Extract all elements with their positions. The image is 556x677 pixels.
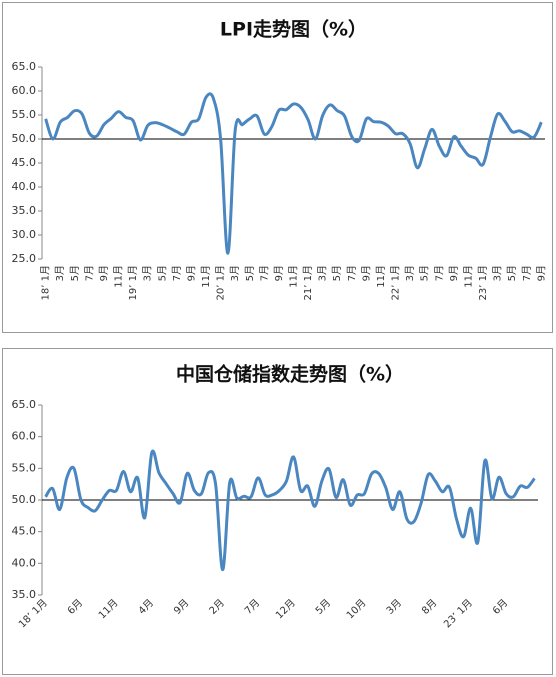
x-tick-label: 20’ 1月	[215, 265, 227, 300]
chart-title: 中国仓储指数走势图（%）	[176, 363, 404, 386]
x-tick-label: 11月	[375, 265, 387, 288]
x-tick-label: 22’ 1月	[390, 265, 402, 300]
y-tick-label: 55.0	[12, 108, 37, 121]
y-tick-label: 55.0	[12, 461, 37, 474]
x-tick-label: 7月	[346, 265, 358, 281]
x-tick-label: 5月	[156, 265, 168, 281]
x-tick-label: 5月	[419, 265, 431, 281]
x-tick-label: 11月	[288, 265, 300, 288]
x-tick-label: 11月	[200, 265, 212, 288]
x-tick-label: 3月	[142, 265, 154, 281]
x-tick-label: 7月	[83, 265, 95, 281]
x-tick-label: 9月	[535, 265, 547, 281]
x-tick-label: 3月	[317, 265, 329, 281]
y-tick-label: 40.0	[12, 556, 37, 569]
x-tick-label: 9月	[185, 265, 197, 281]
x-tick-label: 7月	[171, 265, 183, 281]
panel	[2, 2, 553, 333]
x-tick-label: 7月	[258, 265, 270, 281]
chart-title: LPI走势图（%）	[220, 18, 367, 41]
x-tick-label: 9月	[448, 265, 460, 281]
y-tick-label: 45.0	[12, 156, 37, 169]
y-tick-label: 60.0	[12, 430, 37, 443]
y-tick-label: 50.0	[12, 493, 37, 506]
x-tick-label: 5月	[331, 265, 343, 281]
x-tick-label: 18’ 1月	[40, 265, 52, 300]
y-tick-label: 35.0	[12, 204, 37, 217]
y-tick-label: 25.0	[12, 252, 37, 265]
x-tick-label: 5月	[244, 265, 256, 281]
x-tick-label: 9月	[360, 265, 372, 281]
x-tick-label: 19’ 1月	[127, 265, 139, 300]
x-tick-label: 21’ 1月	[302, 265, 314, 300]
data-line	[44, 92, 543, 255]
y-tick-label: 65.0	[12, 60, 37, 73]
x-tick-label: 11月	[113, 265, 125, 288]
y-tick-label: 45.0	[12, 525, 37, 538]
y-tick-label: 50.0	[12, 132, 37, 145]
y-tick-label: 30.0	[12, 228, 37, 241]
x-tick-label: 3月	[229, 265, 241, 281]
y-tick-label: 35.0	[12, 588, 37, 601]
x-tick-label: 9月	[98, 265, 110, 281]
x-tick-label: 7月	[521, 265, 533, 281]
x-tick-label: 3月	[54, 265, 66, 281]
data-line	[44, 449, 536, 572]
x-tick-label: 11月	[462, 265, 474, 288]
x-tick-label: 5月	[69, 265, 81, 281]
x-tick-label: 23’ 1月	[477, 265, 489, 300]
x-tick-label: 5月	[506, 265, 518, 281]
x-tick-label: 3月	[404, 265, 416, 281]
x-tick-label: 3月	[492, 265, 504, 281]
x-tick-label: 7月	[433, 265, 445, 281]
y-tick-label: 60.0	[12, 84, 37, 97]
y-tick-label: 65.0	[12, 398, 37, 411]
x-tick-label: 9月	[273, 265, 285, 281]
y-tick-label: 40.0	[12, 180, 37, 193]
